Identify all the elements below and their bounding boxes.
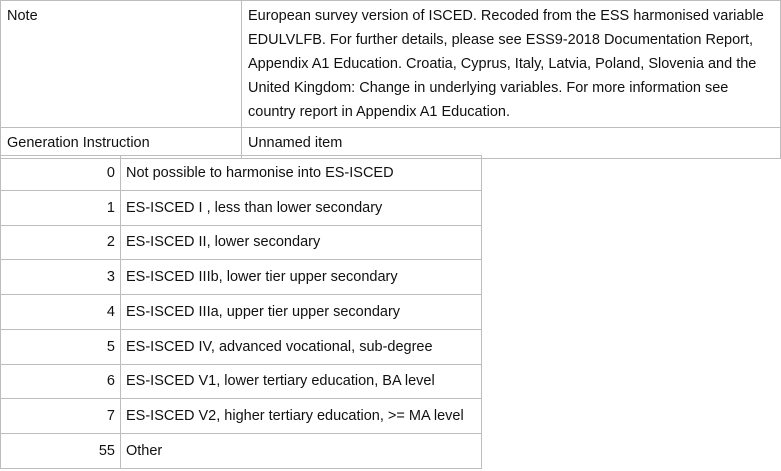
- code-label: ES-ISCED IIIb, lower tier upper secondar…: [120, 259, 482, 295]
- generation-instruction-row: Generation Instruction Unnamed item: [0, 127, 781, 159]
- code-row: 55 Other: [0, 433, 482, 469]
- note-row: Note European survey version of ISCED. R…: [0, 0, 781, 128]
- code-row: 0 Not possible to harmonise into ES-ISCED: [0, 155, 482, 191]
- code-value: 0: [0, 155, 121, 191]
- code-value: 3: [0, 259, 121, 295]
- code-label: ES-ISCED IIIa, upper tier upper secondar…: [120, 294, 482, 330]
- code-label: Other: [120, 433, 482, 469]
- code-row: 3 ES-ISCED IIIb, lower tier upper seconda…: [0, 259, 482, 295]
- code-label: ES-ISCED V2, higher tertiary education, …: [120, 398, 482, 434]
- code-value: 55: [0, 433, 121, 469]
- code-label: Not possible to harmonise into ES-ISCED: [120, 155, 482, 191]
- code-label: ES-ISCED IV, advanced vocational, sub-de…: [120, 328, 482, 365]
- code-value: 2: [0, 224, 121, 261]
- code-label: ES-ISCED II, lower secondary: [120, 224, 482, 261]
- generation-instruction-label: Generation Instruction: [0, 127, 242, 159]
- code-row: 6 ES-ISCED V1, lower tertiary education, …: [0, 363, 482, 400]
- code-label: ES-ISCED V1, lower tertiary education, B…: [120, 363, 482, 400]
- metadata-table: Note European survey version of ISCED. R…: [0, 0, 781, 159]
- code-value: 7: [0, 398, 121, 434]
- code-row: 7 ES-ISCED V2, higher tertiary education,…: [0, 398, 482, 434]
- note-label: Note: [0, 0, 242, 128]
- code-value: 4: [0, 294, 121, 330]
- note-text: European survey version of ISCED. Recode…: [241, 0, 781, 128]
- code-row: 5 ES-ISCED IV, advanced vocational, sub-d…: [0, 328, 482, 365]
- code-value: 1: [0, 189, 121, 226]
- code-row: 2 ES-ISCED II, lower secondary: [0, 224, 482, 261]
- code-value: 6: [0, 363, 121, 400]
- value-codes-table: 0 Not possible to harmonise into ES-ISCED…: [0, 155, 482, 469]
- code-row: 1 ES-ISCED I , less than lower secondary: [0, 189, 482, 226]
- code-label: ES-ISCED I , less than lower secondary: [120, 189, 482, 226]
- code-value: 5: [0, 328, 121, 365]
- generation-instruction-value: Unnamed item: [241, 127, 781, 159]
- code-row: 4 ES-ISCED IIIa, upper tier upper seconda…: [0, 294, 482, 330]
